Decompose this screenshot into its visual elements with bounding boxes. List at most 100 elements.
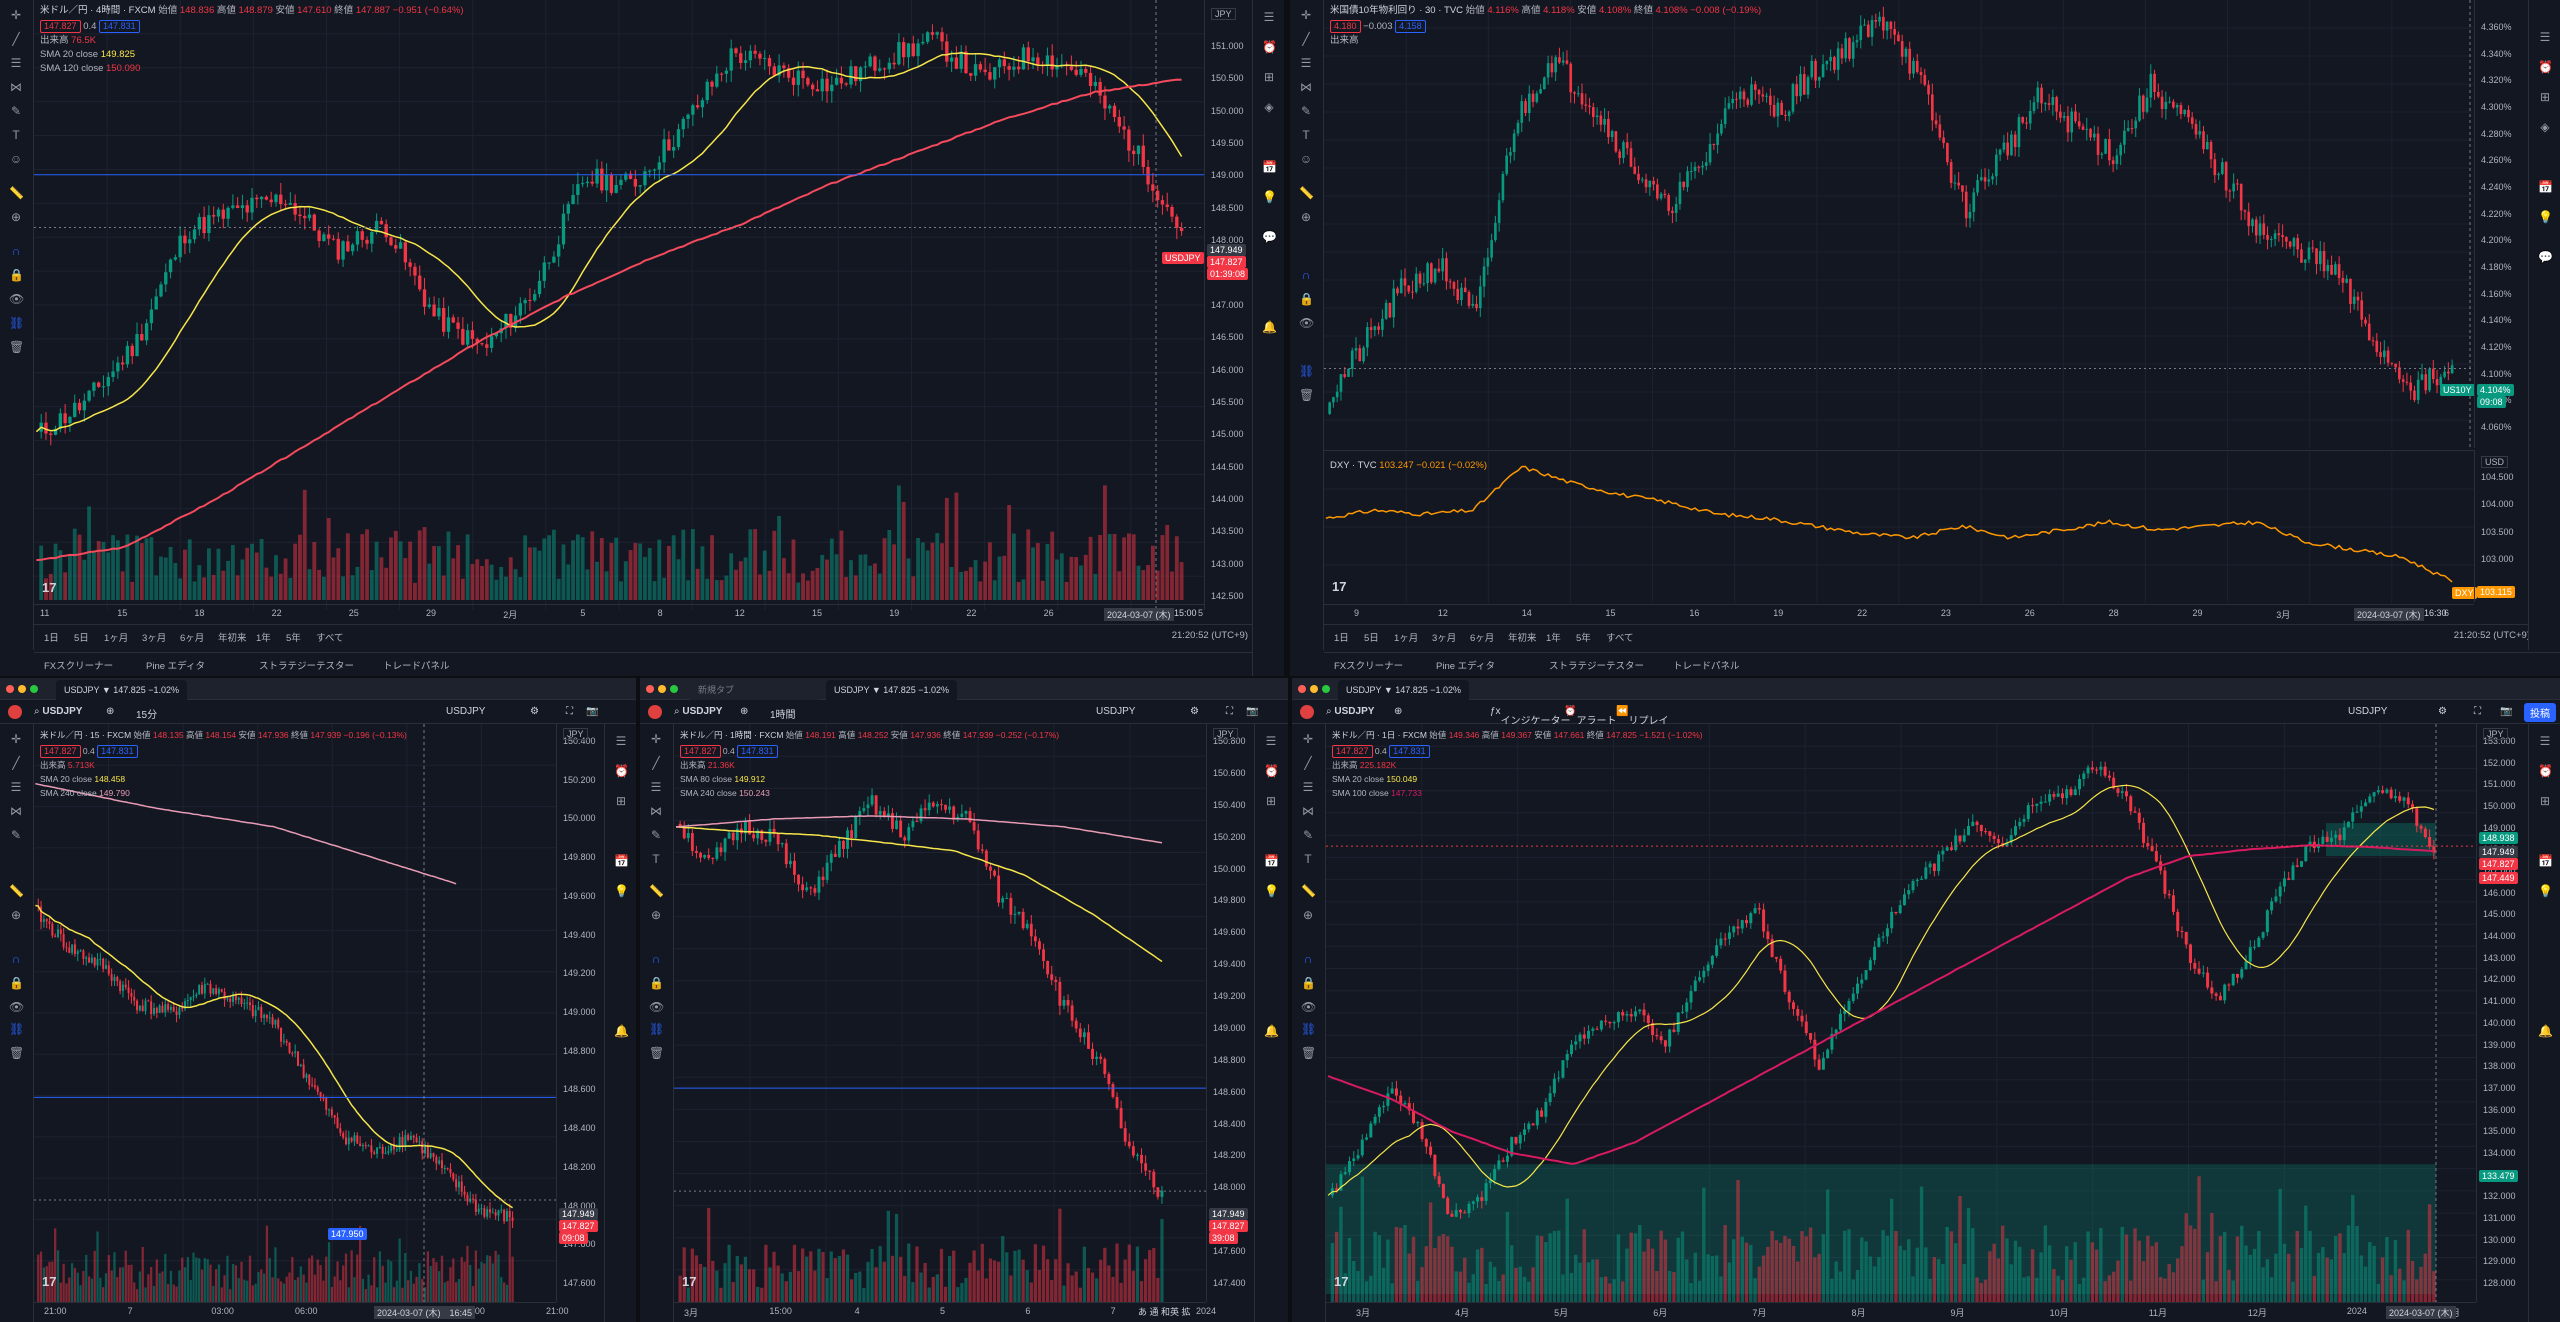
time-scale[interactable]: 21:00703:0006:0009:0012:0021:002024-03-0… [34, 1302, 569, 1322]
range-button[interactable]: 年初来 [1508, 633, 1537, 644]
bid-box[interactable]: 4.180 [1330, 20, 1361, 33]
avatar[interactable] [8, 705, 22, 719]
range-button[interactable]: 5日 [1364, 633, 1379, 644]
browser-tab[interactable]: USDJPY ▼ 147.825 −1.02% [56, 680, 188, 700]
eye-icon[interactable]: 👁 [1299, 316, 1315, 330]
range-button[interactable]: トレードパネル [1673, 661, 1740, 672]
browser-tab[interactable]: USDJPY ▼ 147.825 −1.02% [1338, 680, 1470, 700]
eye-icon[interactable]: 👁 [649, 1000, 665, 1014]
link-icon[interactable]: ⛓ [9, 316, 25, 330]
range-button[interactable]: 5年 [1576, 633, 1591, 644]
ask-box[interactable]: 147.831 [737, 745, 778, 758]
fullscreen-icon[interactable]: ⛶ [2474, 706, 2481, 717]
range-button[interactable]: ストラテジーテスター [1549, 661, 1645, 672]
brush-icon[interactable]: ✎ [1302, 828, 1314, 842]
alert-price-label[interactable]: 147.950 [328, 1228, 367, 1240]
brush-icon[interactable]: ✎ [10, 104, 22, 118]
ask-box[interactable]: 147.831 [1389, 745, 1430, 758]
time-scale[interactable]: 3月 15:00 4 5 6 7 2024 [674, 1302, 1216, 1322]
link-icon[interactable]: ⛓ [649, 1022, 665, 1036]
fib-icon[interactable]: ☰ [650, 780, 662, 794]
emoji-icon[interactable]: ☺ [9, 152, 23, 166]
camera-icon[interactable]: 📷 [1246, 706, 1259, 717]
chat-icon[interactable]: 💬 [1262, 230, 1277, 244]
magnet-icon[interactable]: ∩ [11, 244, 21, 258]
fib-icon[interactable]: ☰ [1302, 780, 1314, 794]
brush-icon[interactable]: ✎ [1300, 104, 1312, 118]
dxy-pane[interactable]: DXY · TVC 103.247 −0.021 (−0.02%) 17 DXY [1324, 450, 2477, 603]
zoom-icon[interactable]: ⊕ [1302, 908, 1314, 922]
price-chart[interactable]: 米ドル／円 · 1日 · FXCM 始値 149.346 高値 149.367 … [1326, 724, 2476, 1302]
time-scale[interactable]: 1115182225292月5812151922263月52024-03-07 … [34, 604, 1204, 621]
bid-box[interactable]: 147.827 [1332, 745, 1373, 758]
trash-icon[interactable]: 🗑 [649, 1046, 665, 1060]
alert-clock-icon[interactable]: ⏰ [2538, 764, 2553, 778]
pattern-icon[interactable]: ⋈ [1302, 804, 1314, 818]
data-window-icon[interactable]: ⊞ [1263, 70, 1275, 84]
camera-icon[interactable]: 📷 [586, 706, 599, 717]
range-button[interactable]: 5年 [286, 633, 301, 644]
yield-chart[interactable]: 米国債10年物利回り · 30 · TVC 始値 4.116% 高値 4.118… [1324, 0, 2475, 448]
crosshair-icon[interactable]: ✛ [650, 732, 662, 746]
data-window-icon[interactable]: ⊞ [615, 794, 627, 808]
eye-icon[interactable]: 👁 [9, 1000, 25, 1014]
alert-clock-icon[interactable]: ⏰ [614, 764, 629, 778]
emoji-icon[interactable]: ☺ [1299, 152, 1313, 166]
range-button[interactable]: すべて [1606, 633, 1634, 644]
watchlist-icon[interactable]: ☰ [2539, 734, 2551, 748]
add-symbol-icon[interactable]: ⊕ [740, 706, 749, 717]
range-button[interactable]: トレードパネル [383, 661, 450, 672]
avatar[interactable] [648, 705, 662, 719]
layers-icon[interactable]: ◈ [1264, 100, 1274, 114]
pattern-icon[interactable]: ⋈ [10, 804, 22, 818]
fib-icon[interactable]: ☰ [10, 56, 22, 70]
magnet-icon[interactable]: ∩ [1303, 952, 1313, 966]
trash-icon[interactable]: 🗑 [9, 1046, 25, 1060]
trash-icon[interactable]: 🗑 [9, 340, 25, 354]
price-scale[interactable]: 150.400 150.200 150.000 149.800 149.600 149.4… [556, 724, 604, 1302]
publish-button[interactable]: 投稿 [2524, 703, 2556, 722]
crosshair-icon[interactable]: ✛ [1302, 732, 1314, 746]
range-button[interactable]: 1年 [1546, 633, 1561, 644]
calendar-icon[interactable]: 📅 [2538, 180, 2553, 194]
settings-icon[interactable]: ⚙ [530, 706, 539, 717]
alert-clock-icon[interactable]: ⏰ [1262, 40, 1277, 54]
text-icon[interactable]: T [12, 128, 20, 142]
watchlist-icon[interactable]: ☰ [2539, 30, 2551, 44]
range-button[interactable]: FXスクリーナー [44, 661, 114, 672]
range-button[interactable]: 年初来 [218, 633, 247, 644]
price-chart[interactable]: 米ドル／円 · 1時間 · FXCM 始値 148.191 高値 148.252… [674, 724, 1206, 1302]
interval-select[interactable]: 15分 [136, 710, 158, 721]
crosshair-icon[interactable]: ✛ [10, 732, 22, 746]
ask-box[interactable]: 147.831 [97, 745, 138, 758]
notification-icon[interactable]: 🔔 [2538, 1024, 2553, 1038]
lock-icon[interactable]: 🔒 [9, 976, 24, 990]
time-scale[interactable]: 9121415161922232628293月462024-03-07 (木)1… [1324, 604, 2474, 621]
watchlist-icon[interactable]: ☰ [1263, 10, 1275, 24]
settings-icon[interactable]: ⚙ [1190, 706, 1199, 717]
range-button[interactable]: 5日 [74, 633, 89, 644]
link-icon[interactable]: ⛓ [1301, 1022, 1317, 1036]
data-window-icon[interactable]: ⊞ [2539, 794, 2551, 808]
alert-clock-icon[interactable]: ⏰ [1264, 764, 1279, 778]
idea-icon[interactable]: 💡 [1264, 884, 1279, 898]
price-chart[interactable]: 米ドル／円 · 4時間 · FXCM 始値 148.836 高値 148.879… [34, 0, 1204, 610]
lock-icon[interactable]: 🔒 [649, 976, 664, 990]
pattern-icon[interactable]: ⋈ [1300, 80, 1312, 94]
notification-icon[interactable]: 🔔 [614, 1024, 629, 1038]
range-button[interactable]: 1ヶ月 [1394, 633, 1419, 644]
zoom-icon[interactable]: ⊕ [650, 908, 662, 922]
trendline-icon[interactable]: ╱ [12, 32, 20, 46]
avatar[interactable] [1300, 705, 1314, 719]
watchlist-icon[interactable]: ☰ [1265, 734, 1277, 748]
fullscreen-icon[interactable]: ⛶ [1226, 706, 1233, 717]
ask-box[interactable]: 4.158 [1395, 20, 1426, 33]
eye-icon[interactable]: 👁 [9, 292, 25, 306]
price-chart[interactable]: 米ドル／円 · 15 · FXCM 始値 148.135 高値 148.154 … [34, 724, 556, 1302]
symbol-search[interactable]: ⌕ USDJPY [1326, 706, 1375, 717]
crosshair-icon[interactable]: ✛ [10, 8, 22, 22]
idea-icon[interactable]: 💡 [1262, 190, 1277, 204]
notification-icon[interactable]: 🔔 [1264, 1024, 1279, 1038]
brush-icon[interactable]: ✎ [650, 828, 662, 842]
lock-icon[interactable]: 🔒 [1299, 292, 1314, 306]
